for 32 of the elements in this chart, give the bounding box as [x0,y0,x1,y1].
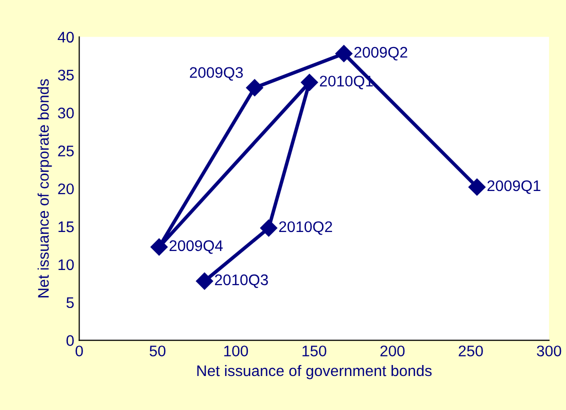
point [300,74,318,91]
x-axis-title: Net issuance of government bonds [197,364,432,380]
y-axis-title: Net issuance of corporate bonds [38,79,52,298]
x-tick-label: 0 [76,346,83,356]
point [246,79,264,96]
annotation: 2009Q1 [487,180,540,194]
annotation: 2010Q3 [215,274,268,288]
y-tick-label: 5 [66,297,74,308]
point [335,45,352,62]
point [196,272,214,290]
x-tick-label: 250 [458,346,483,356]
x-tick-label: 50 [150,346,166,356]
y-tick-label: 40 [58,32,74,43]
y-tick-label: 30 [58,108,74,118]
x-tick-label: 150 [302,346,326,356]
y-tick-label: 35 [58,70,74,81]
y-tick-label: 25 [58,146,74,156]
y-tick-label: 10 [58,259,74,270]
annotation: 2009Q4 [170,240,223,254]
annotation: 2009Q2 [354,46,408,60]
x-tick-label: 200 [380,346,405,356]
point [150,238,168,256]
annotation: 2010Q1 [320,76,373,90]
y-tick-label: 15 [58,222,74,232]
x-tick-label: 100 [224,346,248,356]
y-tick-label: 20 [58,183,74,194]
point [260,219,278,237]
point [468,178,486,196]
annotation: 2010Q2 [279,221,332,235]
x-tick-label: 300 [536,346,562,356]
y-tick-label: 0 [66,335,74,346]
annotation: 2009Q3 [190,67,243,81]
